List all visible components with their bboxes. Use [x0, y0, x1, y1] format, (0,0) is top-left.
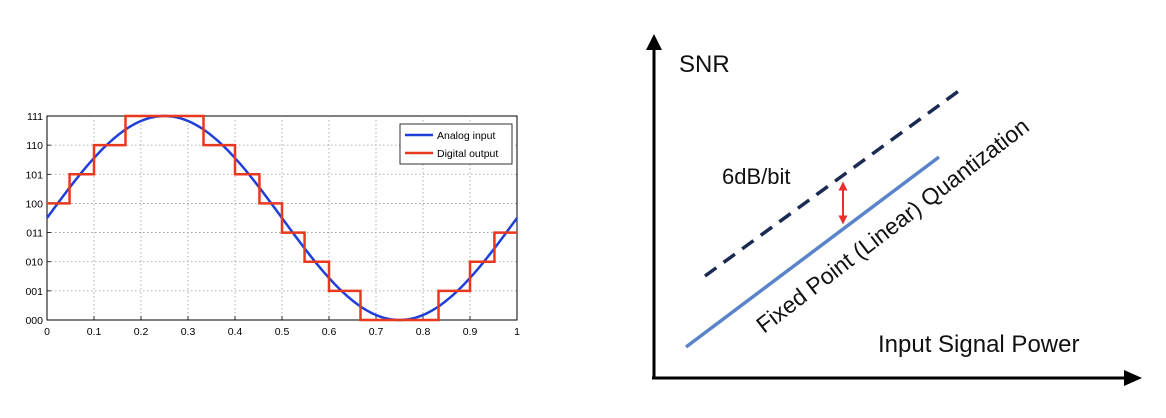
x-tick-label: 0.2 [134, 326, 149, 338]
y-tick-label: 111 [27, 111, 43, 123]
series-group [45, 114, 519, 322]
y-tick-label: 001 [25, 286, 43, 298]
x-tick-label: 0.4 [228, 326, 243, 338]
x-tick-label: 0.5 [275, 326, 290, 338]
y-tick-label: 011 [26, 228, 43, 240]
x-tick-label: 0.8 [416, 326, 431, 338]
dashed-snr-line [703, 88, 962, 278]
y-tick-label: 000 [25, 315, 43, 327]
y-tick-label: 010 [25, 257, 43, 269]
y-tick-label: 100 [25, 198, 43, 210]
x-tick-label: 1 [514, 326, 520, 338]
legend-label-analog: Analog input [437, 130, 495, 142]
snr-vs-power-diagram: SNR Input Signal Power 6dB/bit Fixed Poi… [646, 34, 1142, 386]
y-tick-label: 110 [26, 140, 43, 152]
x-tick-label: 0.9 [463, 326, 478, 338]
quantization-waveform-chart: 0 0.1 0.2 0.3 0.4 0.5 0.6 0.7 0.8 0.9 1 0000010100… [25, 111, 520, 338]
series-digital-output-line [47, 114, 517, 322]
x-tick-label: 0.6 [322, 326, 337, 338]
y-axis-label: SNR [679, 51, 730, 78]
x-axis-ticks: 0 0.1 0.2 0.3 0.4 0.5 0.6 0.7 0.8 0.9 1 [44, 316, 520, 338]
x-axis-label: Input Signal Power [878, 331, 1079, 358]
x-tick-label: 0.1 [87, 326, 102, 338]
y-axis-ticks: 000 001 010 011 100 101 110 111 [25, 111, 51, 327]
delta-label: 6dB/bit [722, 164, 791, 189]
x-tick-label: 0 [44, 326, 50, 338]
legend: Analog input Digital output [399, 123, 513, 165]
solid-snr-line [684, 155, 941, 349]
y-axis-arrowhead [646, 34, 662, 50]
x-tick-label: 0.7 [369, 326, 384, 338]
legend-box [399, 123, 513, 165]
legend-label-digital: Digital output [437, 148, 498, 160]
x-axis-arrowhead [1124, 370, 1142, 386]
y-tick-label: 101 [25, 169, 43, 181]
x-tick-label: 0.3 [181, 326, 196, 338]
line-label: Fixed Point (Linear) Quantization [751, 113, 1034, 338]
